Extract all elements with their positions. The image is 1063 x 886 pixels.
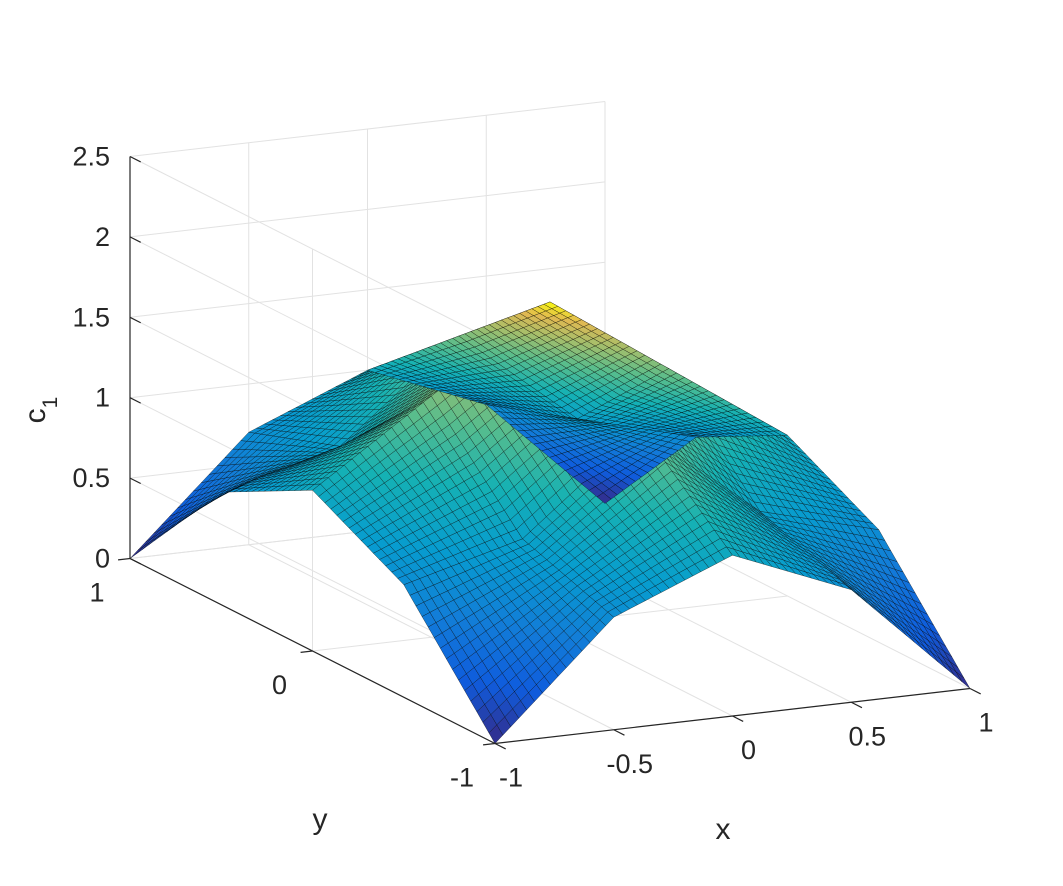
- x-tick: [494, 742, 506, 750]
- z-tick: [129, 397, 141, 404]
- wall-grid-horizontal: [129, 261, 606, 318]
- z-tick-label: 0: [95, 544, 110, 574]
- y-tick: [118, 557, 131, 561]
- wall-grid-horizontal: [129, 101, 606, 157]
- x-tick: [732, 715, 744, 722]
- y-axis-label: y: [313, 803, 328, 836]
- z-tick-label: 2: [95, 222, 110, 252]
- x-axis-label: x: [716, 813, 731, 846]
- svg-text:c1: c1: [19, 397, 62, 424]
- y-tick-label: 1: [89, 578, 104, 608]
- y-tick-label: 0: [272, 670, 287, 700]
- z-tick: [129, 316, 141, 324]
- surface-patch: [596, 492, 612, 504]
- surface-mesh: [129, 301, 971, 744]
- x-tick-label: -1: [499, 763, 523, 793]
- z-tick-label: 1.5: [72, 302, 110, 332]
- y-tick: [483, 742, 496, 746]
- x-tick-label: 0.5: [848, 721, 886, 751]
- x-tick-label: 1: [978, 708, 993, 738]
- x-tick-label: 0: [741, 735, 756, 765]
- y-tick: [300, 650, 313, 653]
- z-tick: [129, 155, 141, 163]
- z-tick: [129, 477, 141, 485]
- x-tick: [850, 701, 863, 709]
- wall-grid-horizontal: [129, 156, 496, 342]
- tick-marks: [118, 155, 981, 750]
- x-tick-label: -0.5: [606, 749, 653, 779]
- x-tick: [969, 687, 981, 695]
- wall-grid-horizontal: [129, 181, 606, 238]
- surface-patch: [135, 541, 151, 555]
- z-tick: [129, 557, 141, 565]
- y-tick-label: -1: [450, 763, 474, 793]
- z-tick-label: 1: [95, 383, 110, 413]
- z-tick-label: 2.5: [72, 142, 110, 172]
- z-tick-label: 0.5: [72, 463, 110, 493]
- z-tick: [129, 236, 141, 243]
- tick-labels: -1 -0.5 0 0.5 1 -1 0 1 0 0.5 1 1.5 2 2.5: [72, 142, 993, 793]
- x-tick: [613, 729, 625, 736]
- surface-patch: [955, 671, 971, 689]
- z-axis-label: c1: [19, 397, 62, 424]
